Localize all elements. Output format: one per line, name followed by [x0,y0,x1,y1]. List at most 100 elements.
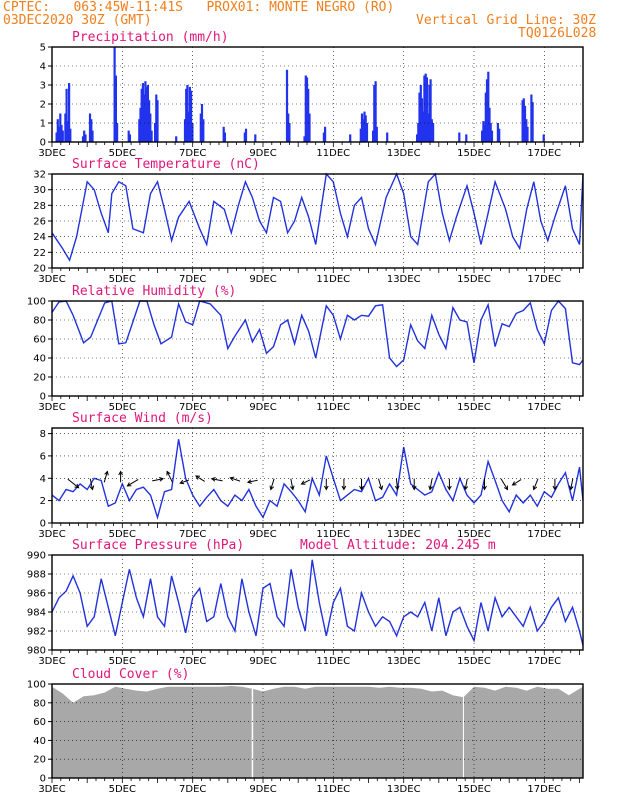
precip-bar [304,75,307,142]
wind-arrow [166,471,173,483]
y-tick-label: 986 [27,589,46,600]
precip-bar [498,128,501,142]
humidity-panel: Relative Humidity (%) 0 20 40 60 80 100 3DEC 5DE… [27,284,584,413]
x-tick-label: 7DEC [179,274,206,285]
wind-arrow-head [89,485,95,491]
precip-bar [416,134,419,142]
wind-arrow [500,478,508,490]
wind-arrow-head [394,485,400,491]
wind-arrow [378,478,383,490]
cloud-cover-frame [51,683,584,779]
precip-bar [363,111,366,142]
y-tick-label: 4 [40,62,46,73]
wind-arrow [89,478,93,490]
x-tick-label: 7DEC [179,148,206,159]
precip-bar [422,111,425,142]
temperature-panel: Surface Temperature (nC) 20 22 24 26 28 30 32 3D… [33,157,584,285]
y-tick-label: 980 [27,646,46,657]
precip-bar [199,113,202,142]
pressure-frame [51,554,584,651]
precipitation-frame [51,46,584,143]
precip-bar [430,119,433,142]
precip-bar [138,119,141,142]
precip-bar [425,77,428,142]
vertical-grid-label: Vertical Grid Line: 30Z [416,13,597,28]
precip-bar [202,119,205,142]
precip-bar [127,130,130,142]
y-tick-label: 4 [40,474,46,485]
precip-bar [113,47,116,142]
precip-bar [359,128,362,142]
wind-arrow [152,478,164,482]
x-tick-label: 17DEC [527,529,561,540]
y-tick-label: 22 [33,248,46,259]
precip-bar [427,113,430,142]
x-tick-label: 3DEC [38,148,65,159]
precip-bar [59,113,62,142]
y-tick-label: 988 [27,570,46,581]
wind-arrow-head [118,470,123,476]
wind-arrow [103,471,108,483]
precip-bar [362,119,365,142]
wind-arrow [512,479,522,486]
x-tick-label: 15DEC [457,148,491,159]
x-tick-label: 15DEC [457,274,491,285]
precip-bar [424,73,427,142]
humidity-title: Relative Humidity (%) [72,284,236,299]
wind-arrow-head [246,479,252,484]
x-tick-label: 5DEC [109,784,136,795]
precip-bar [490,130,494,142]
wind-arrow [67,478,79,489]
precip-bar [288,123,291,142]
x-tick-label: 3DEC [38,529,65,540]
precip-bar [223,132,226,142]
wind-arrow-head [229,476,235,482]
x-tick-label: 13DEC [387,402,421,413]
precip-bar [66,121,69,142]
x-tick-label: 15DEC [457,784,491,795]
precip-bar [156,100,159,142]
precip-bar [68,83,71,142]
precip-bar [432,123,435,142]
wind-arrow-head [210,477,216,482]
x-tick-label: 7DEC [179,402,206,413]
wind-arrow [211,478,223,482]
precip-bar [530,94,533,142]
pressure-title: Surface Pressure (hPa) [72,538,244,553]
pressure-line [51,559,584,646]
precip-bar [322,132,325,142]
y-tick-label: 60 [33,717,46,728]
wind-arrow-head [552,485,558,491]
humidity-line [51,299,584,368]
y-tick-label: 5 [40,43,46,54]
x-tick-label: 7DEC [179,529,206,540]
x-tick-label: 17DEC [527,784,561,795]
wind-arrow-head [428,485,433,491]
wind-arrow [247,479,258,483]
precip-bar [287,113,290,142]
x-tick-label: 13DEC [387,148,421,159]
run-date: 03DEC2020 30Z (GMT) [3,13,152,28]
pressure-annotation: Model Altitude: 204.245 m [300,538,496,553]
humidity-frame [51,300,584,397]
x-tick-label: 11DEC [316,656,350,667]
precip-bar [375,126,378,142]
wind-arrow-head [482,485,487,491]
precip-bar [481,130,484,142]
wind-arrow-head [159,477,165,482]
y-tick-label: 26 [33,217,46,228]
precip-bar [81,136,85,142]
precip-bar [141,83,144,142]
precipitation-title: Precipitation (mm/h) [72,30,229,45]
wind-frame [51,427,584,524]
wind-title: Surface Wind (m/s) [72,411,213,426]
precip-bar [417,123,420,142]
wind-arrow [464,478,468,490]
precip-bar [465,134,468,142]
y-tick-label: 1 [40,119,46,130]
wind-arrow-head [323,485,329,491]
precip-bar [60,124,63,142]
wind-arrow-head [290,485,295,491]
precip-bar [372,130,375,142]
